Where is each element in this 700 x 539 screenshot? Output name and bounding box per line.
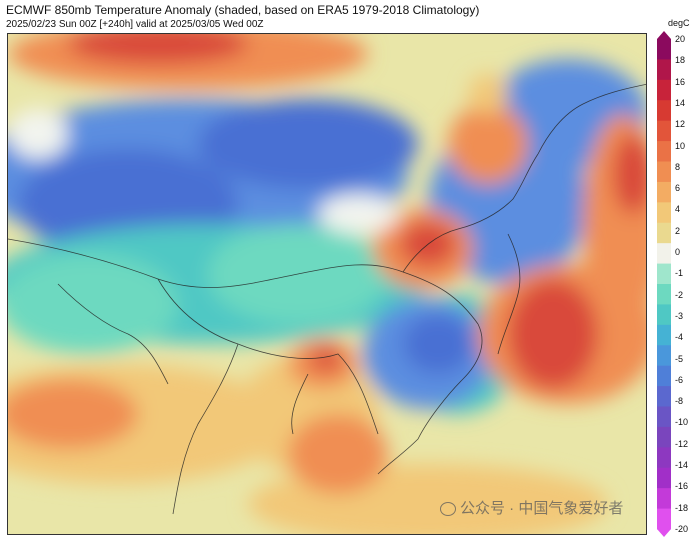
colorbar-tick-label: 4 (675, 204, 681, 215)
colorbar-swatch (657, 243, 671, 265)
colorbar-swatch (657, 263, 671, 285)
colorbar-swatch (657, 79, 671, 101)
colorbar-swatch (657, 161, 671, 183)
colorbar-swatch (657, 141, 671, 162)
colorbar-tick-label: -12 (675, 438, 689, 449)
colorbar-swatch (657, 59, 671, 81)
colorbar-tick-label: 18 (675, 55, 686, 66)
watermark: 公众号 · 中国气象爱好者 (440, 497, 623, 518)
wechat-icon (440, 502, 456, 517)
colorbar-swatch (657, 406, 671, 428)
colorbar-swatch (657, 324, 671, 346)
colorbar-swatch (657, 426, 671, 448)
colorbar-tick-label: -14 (675, 460, 689, 471)
map-canvas (8, 34, 646, 534)
colorbar-tick-label: -5 (675, 353, 684, 364)
colorbar-tick-label: -16 (675, 481, 689, 492)
map-valid-time: 2025/02/23 Sun 00Z [+240h] valid at 2025… (6, 19, 264, 30)
colorbar-swatch (657, 508, 671, 530)
colorbar-swatch (657, 386, 671, 407)
colorbar-tick-label: 16 (675, 76, 686, 87)
colorbar-swatch (657, 447, 671, 469)
border-lines (8, 84, 646, 515)
colorbar-swatch (657, 181, 671, 203)
colorbar-tick-label: -18 (675, 502, 689, 513)
colorbar-swatch (657, 222, 671, 244)
colorbar-swatch (657, 202, 671, 224)
colorbar-tick-label: 20 (675, 34, 686, 44)
colorbar-swatch (657, 284, 671, 305)
colorbar-tick-label: 8 (675, 161, 681, 172)
colorbar-unit: degC (668, 18, 690, 28)
colorbar-tick-label: 6 (675, 183, 681, 194)
watermark-text: 公众号 · 中国气象爱好者 (460, 500, 624, 517)
colorbar-tick-label: -2 (675, 289, 684, 300)
colorbar-tick-label: -1 (675, 268, 684, 279)
colorbar-top-arrow (657, 31, 671, 39)
map-title: ECMWF 850mb Temperature Anomaly (shaded,… (6, 3, 480, 17)
colorbar-tick-label: -20 (675, 524, 689, 534)
colorbar-tick-label: -8 (675, 396, 684, 407)
colorbar-tick-label: -3 (675, 310, 684, 321)
colorbar-swatch (657, 39, 671, 60)
colorbar-tick-label: -6 (675, 374, 684, 385)
colorbar-swatch (657, 120, 671, 142)
colorbar-swatch (657, 304, 671, 326)
colorbar-swatch (657, 467, 671, 489)
colorbar-tick-label: -10 (675, 417, 689, 428)
colorbar-tick-label: 12 (675, 119, 686, 130)
colorbar-swatch (657, 365, 671, 387)
anomaly-field (8, 34, 646, 534)
colorbar-tick-label: 2 (675, 225, 681, 236)
colorbar-swatch (657, 488, 671, 510)
colorbar-swatch (657, 100, 671, 122)
colorbar-tick-label: -4 (675, 332, 684, 343)
colorbar (657, 31, 671, 537)
colorbar-swatch (657, 345, 671, 367)
colorbar-tick-label: 10 (675, 140, 686, 151)
colorbar-bottom-arrow (657, 529, 671, 537)
colorbar-tick-label: 14 (675, 97, 686, 108)
anomaly-map (7, 33, 647, 535)
colorbar-tick-label: 0 (675, 247, 681, 258)
